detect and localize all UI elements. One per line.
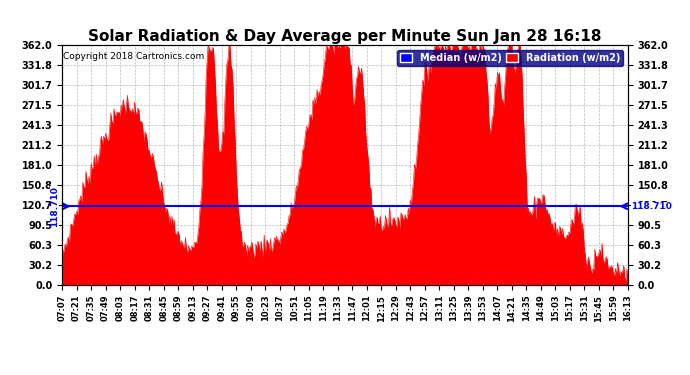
Title: Solar Radiation & Day Average per Minute Sun Jan 28 16:18: Solar Radiation & Day Average per Minute…	[88, 29, 602, 44]
Text: Copyright 2018 Cartronics.com: Copyright 2018 Cartronics.com	[63, 52, 204, 61]
Text: 118.710: 118.710	[631, 202, 671, 211]
Legend: Median (w/m2), Radiation (w/m2): Median (w/m2), Radiation (w/m2)	[397, 50, 623, 66]
Text: 118.710: 118.710	[50, 186, 59, 227]
